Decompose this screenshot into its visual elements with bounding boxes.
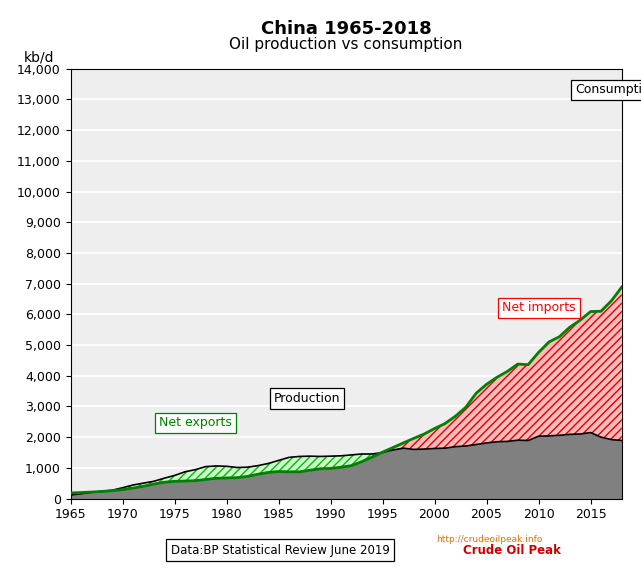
Text: Consumption: Consumption: [575, 83, 641, 96]
Text: http://crudeoilpeak.info: http://crudeoilpeak.info: [437, 535, 543, 544]
Text: Data:BP Statistical Review June 2019: Data:BP Statistical Review June 2019: [171, 544, 390, 556]
Text: Net imports: Net imports: [502, 301, 576, 314]
Text: Crude Oil Peak: Crude Oil Peak: [463, 544, 560, 556]
Text: Net exports: Net exports: [159, 417, 232, 429]
Text: Oil production vs consumption: Oil production vs consumption: [229, 37, 463, 52]
Text: Production: Production: [273, 392, 340, 405]
Text: China 1965-2018: China 1965-2018: [261, 20, 431, 38]
Text: kb/d: kb/d: [24, 50, 54, 64]
